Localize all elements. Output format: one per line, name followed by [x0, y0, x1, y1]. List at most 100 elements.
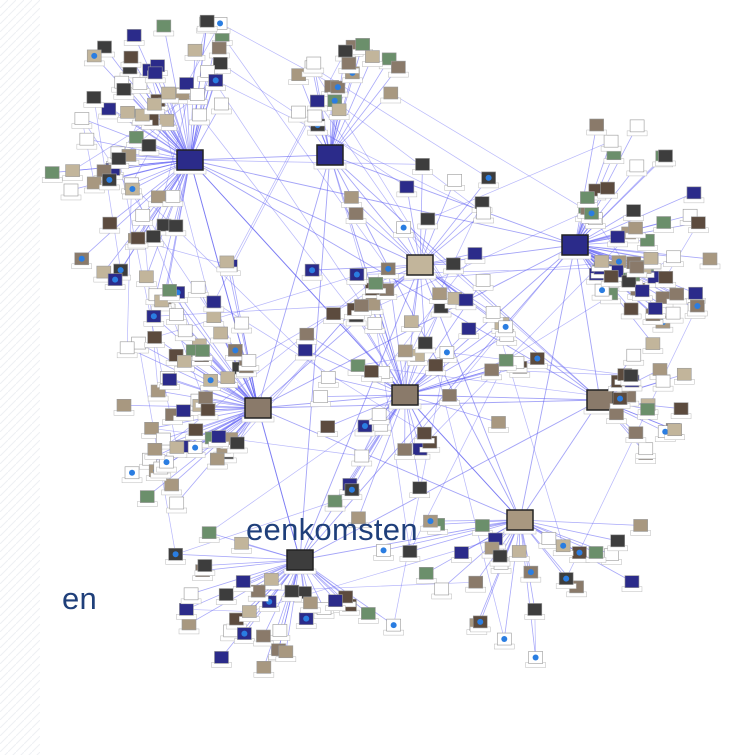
node-image [435, 583, 449, 595]
node-image [151, 191, 165, 203]
node-image [212, 42, 226, 54]
node-image [486, 306, 500, 318]
slide-text: en [62, 581, 97, 617]
node-dot [129, 470, 135, 476]
node-image [344, 191, 358, 203]
node-image [492, 416, 506, 428]
node-dot [309, 267, 315, 273]
node-dot [391, 622, 397, 628]
node-image [303, 597, 317, 609]
node-image [689, 287, 703, 299]
node-image [354, 300, 368, 312]
node-image [629, 222, 643, 234]
node-image [317, 145, 343, 165]
node-image [416, 158, 430, 170]
node-image [170, 441, 184, 453]
node-image [609, 408, 623, 420]
node-dot [91, 53, 97, 59]
node-image [542, 532, 556, 544]
node-image [200, 15, 214, 27]
node-image [589, 547, 603, 559]
node-dot [106, 177, 112, 183]
node-image [124, 51, 138, 63]
node-image [392, 385, 418, 405]
node-image [177, 355, 191, 367]
node-image [468, 248, 482, 260]
node-image [196, 345, 210, 357]
node-image [656, 375, 670, 387]
node-image [342, 57, 356, 69]
node-image [117, 83, 131, 95]
node-image [242, 355, 256, 367]
slide-pattern [0, 0, 40, 755]
node-image [446, 258, 460, 270]
node-image [170, 497, 184, 509]
node-image [308, 110, 322, 122]
node-image [190, 89, 204, 101]
node-image [528, 603, 542, 615]
node-image [630, 160, 644, 172]
node-dot [617, 396, 623, 402]
node-dot [589, 210, 595, 216]
node-image [667, 251, 681, 263]
node-image [611, 231, 625, 243]
node-image [213, 57, 227, 69]
node-image [462, 323, 476, 335]
node-image [580, 192, 594, 204]
node-dot [118, 267, 124, 273]
node-dot [427, 518, 433, 524]
node-image [630, 261, 644, 273]
node-image [442, 389, 456, 401]
node-image [177, 150, 203, 170]
node-image [163, 284, 177, 296]
node-image [321, 421, 335, 433]
node-image [166, 190, 180, 202]
node-image [630, 120, 644, 132]
node-image [214, 651, 228, 663]
node-dot [192, 445, 198, 451]
node-dot [534, 356, 540, 362]
node-image [604, 135, 618, 147]
node-image [670, 288, 684, 300]
node-dot [112, 277, 118, 283]
node-image [327, 308, 341, 320]
node-image [372, 408, 386, 420]
node-dot [241, 631, 247, 637]
node-image [314, 391, 328, 403]
node-image [419, 567, 433, 579]
node-image [307, 57, 321, 69]
node-image [192, 109, 206, 121]
node-image [590, 119, 604, 131]
node-image [429, 359, 443, 371]
node-image [413, 482, 427, 494]
node-image [139, 271, 153, 283]
node-image [364, 365, 378, 377]
node-dot [163, 459, 169, 465]
node-image [201, 404, 215, 416]
node-image [257, 661, 271, 673]
node-image [641, 403, 655, 415]
node-image [112, 153, 126, 165]
node-dot [129, 186, 135, 192]
node-image [279, 646, 293, 658]
node-image [691, 217, 705, 229]
node-image [448, 174, 462, 186]
node-image [198, 560, 212, 572]
node-dot [332, 98, 338, 104]
node-image [292, 106, 306, 118]
node-dot [401, 225, 407, 231]
node-dot [303, 616, 309, 622]
node-image [562, 235, 588, 255]
node-image [133, 77, 147, 89]
node-image [165, 479, 179, 491]
node-image [219, 589, 233, 601]
edge [220, 23, 338, 87]
node-dot [486, 175, 492, 181]
node-image [273, 624, 287, 636]
node-image [207, 311, 221, 323]
node-dot [501, 636, 507, 642]
node-image [418, 337, 432, 349]
node-image [176, 405, 190, 417]
node-image [657, 217, 671, 229]
node-dot [79, 256, 85, 262]
